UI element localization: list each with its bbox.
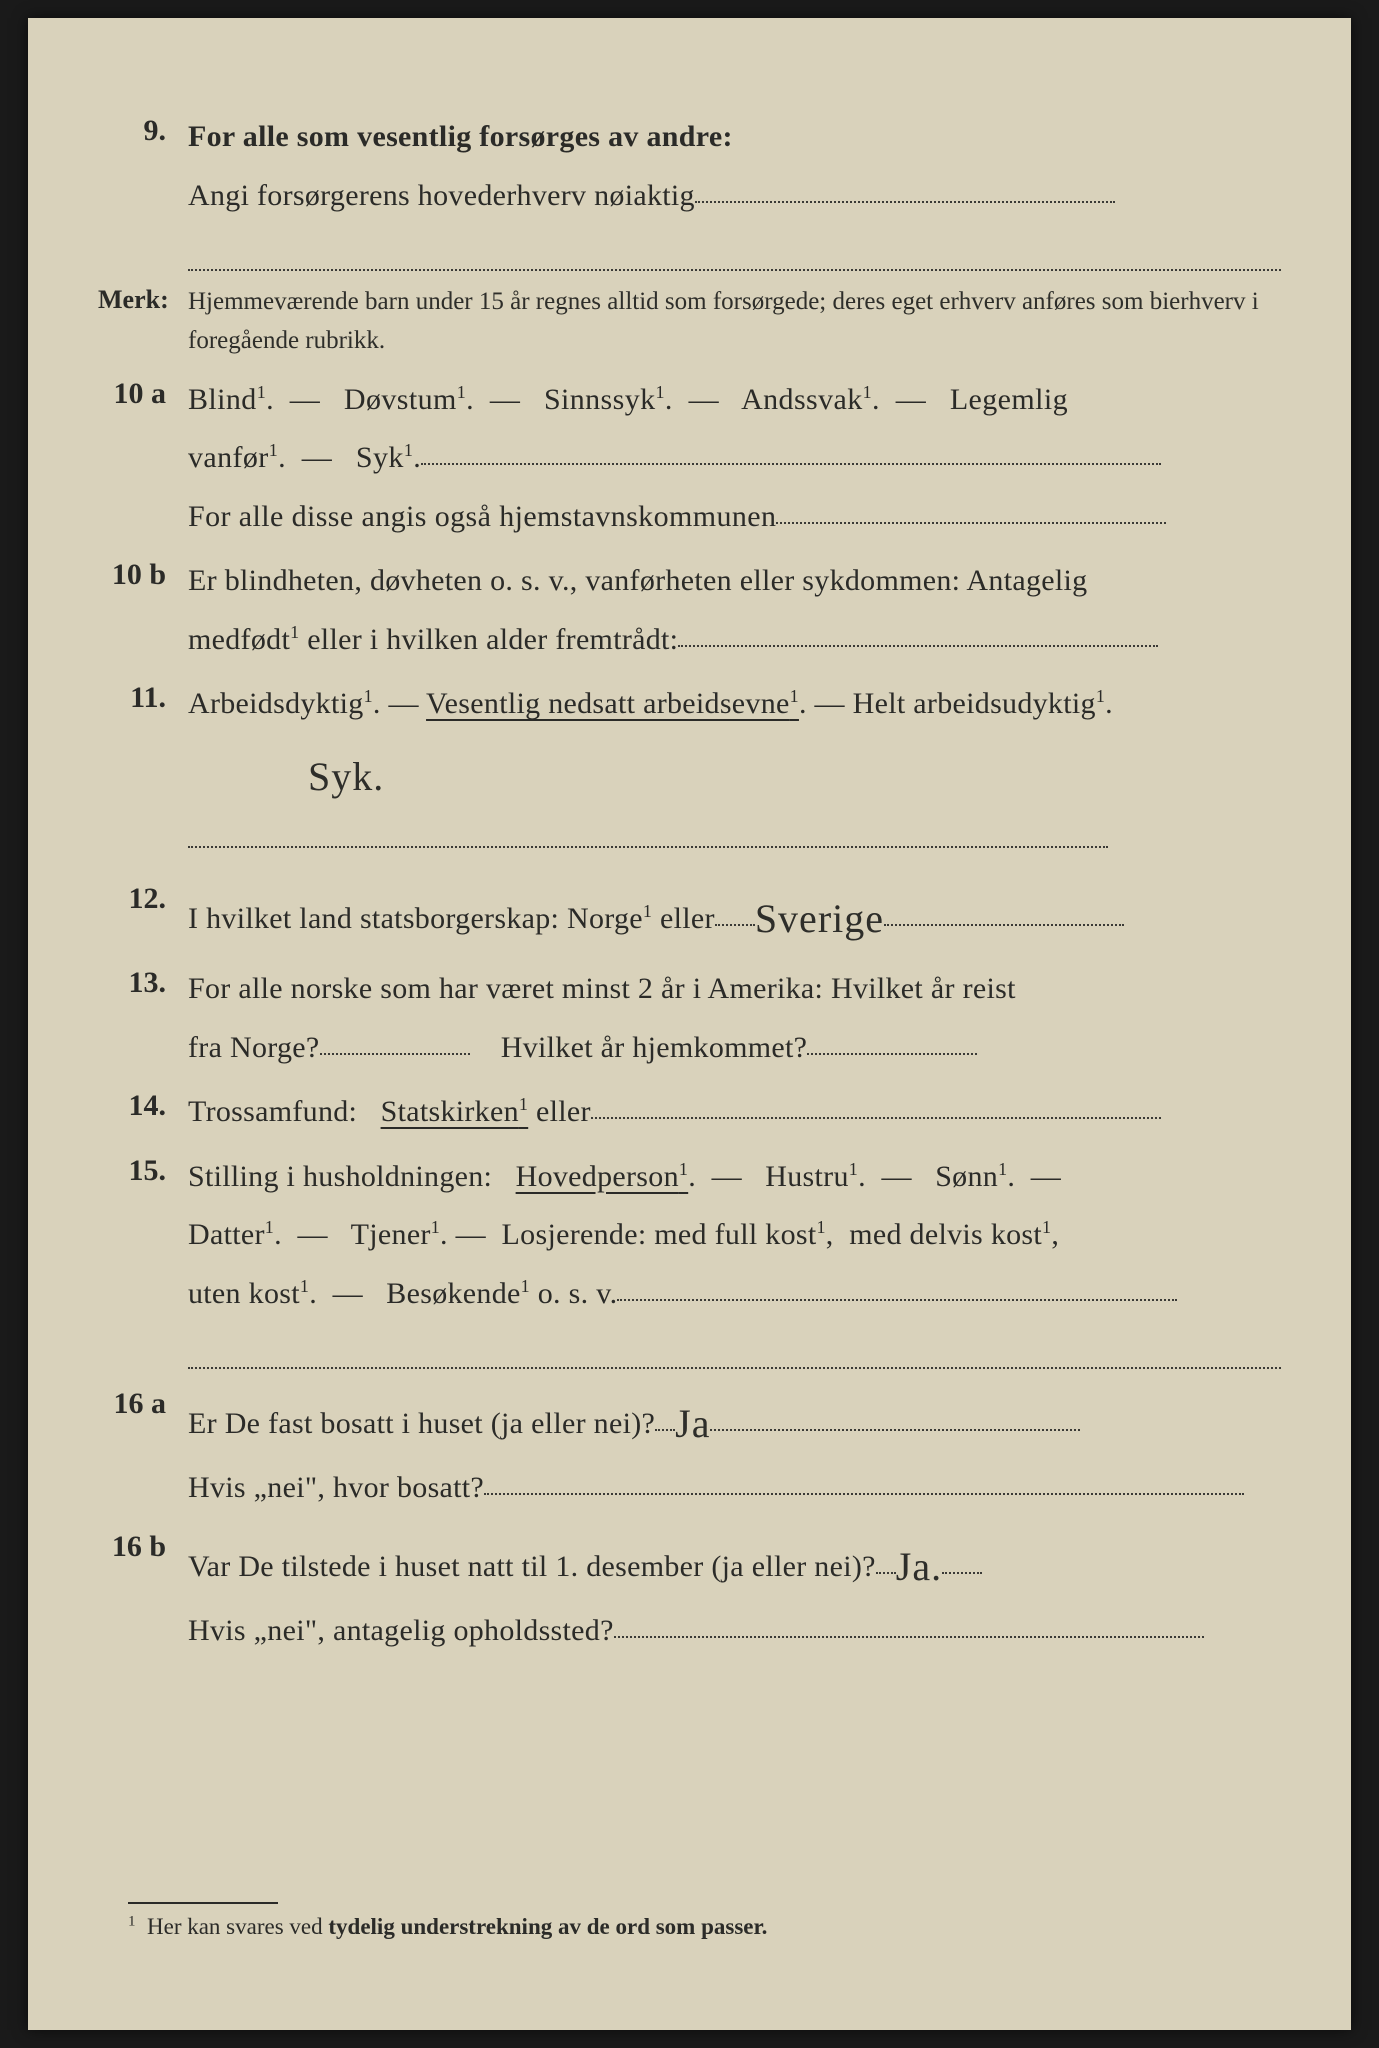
question-11: 11. Arbeidsdyktig1. — Vesentlig nedsatt … xyxy=(98,675,1281,870)
q16a-number: 16 a xyxy=(98,1381,188,1421)
q16a-body: Er De fast bosatt i huset (ja eller nei)… xyxy=(188,1381,1281,1518)
q11-handwritten: Syk. xyxy=(308,754,384,799)
q16b-number: 16 b xyxy=(98,1524,188,1564)
q12-number: 12. xyxy=(98,876,188,916)
question-10b: 10 b Er blindheten, døvheten o. s. v., v… xyxy=(98,552,1281,669)
footnote-text: 1 Her kan svares ved tydelig understrekn… xyxy=(128,1914,1251,1940)
q10a-body: Blind1. — Døvstum1. — Sinnssyk1. — Andss… xyxy=(188,371,1281,547)
q9-line2: Angi forsørgerens hovederhverv nøiaktig xyxy=(188,179,695,212)
q14-number: 14. xyxy=(98,1083,188,1123)
q15-number: 15. xyxy=(98,1148,188,1188)
q15-blank-line xyxy=(188,1333,1281,1369)
q11-number: 11. xyxy=(98,675,188,715)
question-15: 15. Stilling i husholdningen: Hovedperso… xyxy=(98,1148,1281,1324)
q11-body: Arbeidsdyktig1. — Vesentlig nedsatt arbe… xyxy=(188,675,1281,870)
q12-handwritten: Sverige xyxy=(755,896,884,941)
q16b-handwritten: Ja. xyxy=(896,1544,942,1589)
scanned-form-page: 9. For alle som vesentlig forsørges av a… xyxy=(28,18,1351,2030)
q9-body: For alle som vesentlig forsørges av andr… xyxy=(188,108,1281,225)
question-12: 12. I hvilket land statsborgerskap: Norg… xyxy=(98,876,1281,954)
question-9: 9. For alle som vesentlig forsørges av a… xyxy=(98,108,1281,225)
q16b-body: Var De tilstede i huset natt til 1. dese… xyxy=(188,1524,1281,1661)
question-16a: 16 a Er De fast bosatt i huset (ja eller… xyxy=(98,1381,1281,1518)
q13-number: 13. xyxy=(98,960,188,1000)
q9-line1: For alle som vesentlig forsørges av andr… xyxy=(188,120,733,153)
q9-blank-line xyxy=(188,235,1281,271)
merk-label: Merk: xyxy=(98,283,188,315)
merk-text: Hjemmeværende barn under 15 år regnes al… xyxy=(188,283,1281,361)
question-13: 13. For alle norske som har været minst … xyxy=(98,960,1281,1077)
q10b-body: Er blindheten, døvheten o. s. v., vanfør… xyxy=(188,552,1281,669)
question-16b: 16 b Var De tilstede i huset natt til 1.… xyxy=(98,1524,1281,1661)
q15-body: Stilling i husholdningen: Hovedperson1. … xyxy=(188,1148,1281,1324)
footnote: 1 Her kan svares ved tydelig understrekn… xyxy=(128,1902,1251,1940)
q16a-handwritten: Ja xyxy=(675,1401,710,1446)
q13-body: For alle norske som har været minst 2 år… xyxy=(188,960,1281,1077)
q10b-number: 10 b xyxy=(98,552,188,592)
q10a-number: 10 a xyxy=(98,371,188,411)
question-14: 14. Trossamfund: Statskirken1 eller xyxy=(98,1083,1281,1142)
note-merk: Merk: Hjemmeværende barn under 15 år reg… xyxy=(98,283,1281,361)
q9-number: 9. xyxy=(98,108,188,148)
q14-body: Trossamfund: Statskirken1 eller xyxy=(188,1083,1281,1142)
question-10a: 10 a Blind1. — Døvstum1. — Sinnssyk1. — … xyxy=(98,371,1281,547)
footnote-rule xyxy=(128,1902,278,1904)
q12-body: I hvilket land statsborgerskap: Norge1 e… xyxy=(188,876,1281,954)
